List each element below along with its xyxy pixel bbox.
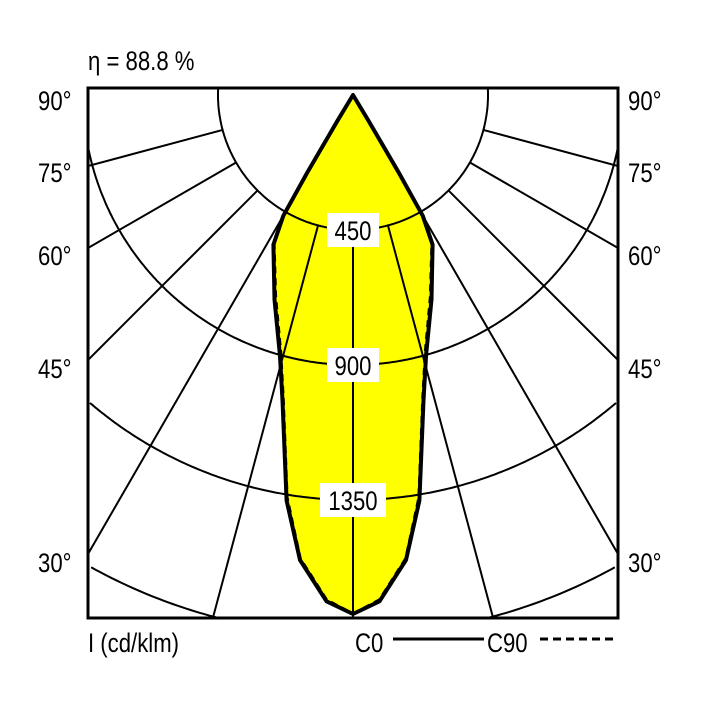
grid-radial-30 bbox=[419, 211, 618, 555]
legend-c90-label: C90 bbox=[487, 628, 528, 658]
grid-radial-45 bbox=[447, 189, 618, 361]
angle-label-left-75: 75° bbox=[38, 158, 72, 188]
grid-radial-30 bbox=[88, 211, 287, 555]
grid-ring-900 bbox=[88, 143, 618, 366]
angle-label-right-30: 30° bbox=[628, 548, 662, 578]
angle-label-right-90: 90° bbox=[628, 86, 662, 116]
grid-ring-1350 bbox=[89, 402, 617, 501]
ring-label-bg-450 bbox=[327, 213, 379, 247]
legend-c0-label: C0 bbox=[355, 628, 384, 658]
grid-rings bbox=[88, 88, 618, 618]
grid-radial-15 bbox=[211, 225, 320, 618]
grid-radial-60 bbox=[88, 161, 237, 249]
grid-radial-60 bbox=[469, 161, 618, 249]
grid-ring-450 bbox=[217, 88, 489, 231]
angle-label-right-60: 60° bbox=[628, 241, 662, 271]
plot-frame bbox=[86, 86, 620, 620]
angle-label-right-75: 75° bbox=[628, 158, 662, 188]
grid-radial-15 bbox=[386, 225, 495, 618]
angle-label-left-30: 30° bbox=[38, 548, 72, 578]
ring-label-1350: 1350 bbox=[328, 487, 377, 517]
series-C90-curve bbox=[272, 93, 434, 616]
grid-radial-45 bbox=[88, 189, 259, 361]
angle-label-left-90: 90° bbox=[38, 86, 72, 116]
grid-ring-1800 bbox=[90, 566, 616, 618]
ring-label-450: 450 bbox=[335, 217, 372, 247]
grid-radial-75 bbox=[483, 128, 618, 167]
angle-label-left-60: 60° bbox=[38, 241, 72, 271]
efficiency-title: η = 88.8 % bbox=[88, 46, 195, 76]
unit-label: I (cd/klm) bbox=[88, 628, 180, 658]
angle-label-right-45: 45° bbox=[628, 354, 662, 384]
ring-label-bg-900 bbox=[327, 348, 379, 382]
ring-label-bg-1350 bbox=[320, 483, 386, 517]
ring-label-900: 900 bbox=[335, 352, 372, 382]
angle-label-left-45: 45° bbox=[38, 354, 72, 384]
grid-radial-75 bbox=[88, 128, 223, 167]
